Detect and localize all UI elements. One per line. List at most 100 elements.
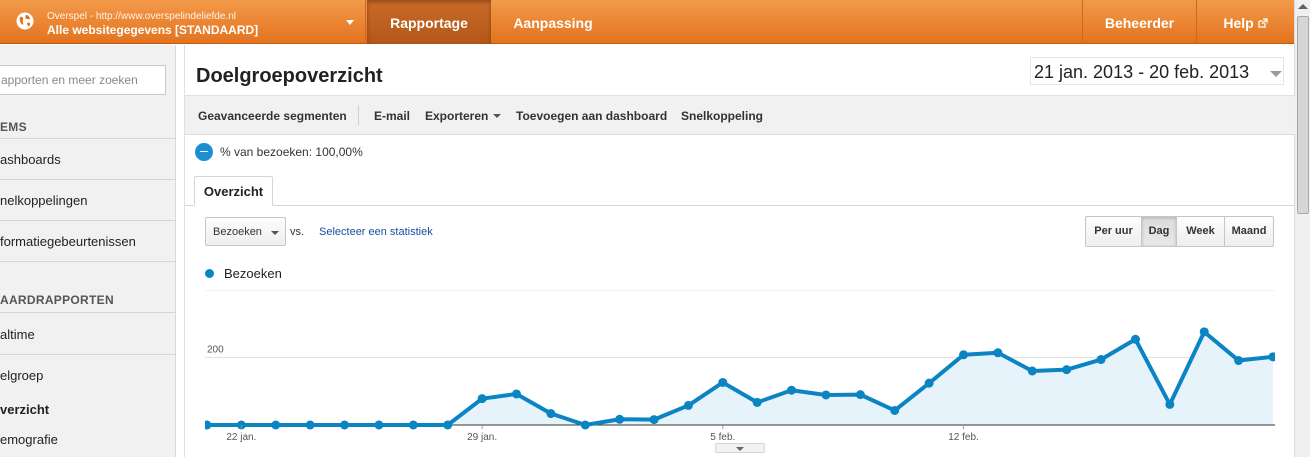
pie-icon (195, 143, 213, 161)
divider (0, 179, 175, 180)
sidebar-item-shortcuts[interactable]: nelkoppelingen (0, 193, 88, 208)
help-label: Help (1223, 15, 1254, 31)
sidebar-section-header: AARDRAPPORTEN (0, 293, 114, 307)
granularity-toggle: Per uur Dag Week Maand (1085, 216, 1274, 247)
data-point (443, 420, 453, 430)
data-point (959, 350, 969, 360)
sidebar: EMS ashboards nelkoppelingen formatiegeb… (0, 45, 176, 457)
series-line (207, 329, 1274, 427)
metric-select-value: Bezoeken (213, 226, 262, 238)
chevron-down-icon (1270, 71, 1282, 77)
chevron-down-icon (346, 20, 354, 25)
sidebar-item-demographics[interactable]: emografie (0, 432, 58, 447)
x-tick-label: 29 jan. (467, 432, 497, 443)
export-label: Exporteren (425, 109, 489, 123)
data-point (787, 385, 797, 395)
sidebar-item-dashboards[interactable]: ashboards (0, 152, 61, 167)
granularity-hour-button[interactable]: Per uur (1086, 217, 1141, 246)
divider (358, 105, 359, 125)
data-point (683, 400, 693, 410)
sidebar-item-realtime[interactable]: altime (0, 327, 35, 342)
sidebar-section-header: EMS (0, 120, 27, 134)
date-range-picker[interactable]: 21 jan. 2013 - 20 feb. 2013 (1030, 57, 1284, 85)
data-point (1234, 356, 1244, 366)
select-metric-link[interactable]: Selecteer een statistiek (319, 226, 433, 238)
data-point (1268, 352, 1275, 362)
external-link-icon (1258, 18, 1268, 28)
data-point (615, 414, 625, 424)
scrollbar-thumb[interactable] (1297, 16, 1309, 214)
legend-marker (205, 269, 214, 278)
data-point (855, 390, 865, 400)
data-point (477, 394, 487, 404)
nav-tab-beheerder[interactable]: Beheerder (1082, 0, 1196, 44)
data-point (1027, 366, 1037, 376)
globe-icon (16, 12, 34, 30)
shortcut-button[interactable]: Snelkoppeling (681, 109, 764, 123)
window-scrollbar[interactable] (1294, 0, 1310, 457)
chart-canvas: 20040022 jan.29 jan.5 feb.12 feb. (205, 290, 1275, 443)
report-toolbar: Geavanceerde segmenten E-mail Exporteren… (185, 95, 1295, 135)
page-title: Doelgroepoverzicht (196, 65, 383, 87)
metric-select[interactable]: Bezoeken (205, 217, 286, 246)
vs-label: vs. (290, 226, 305, 238)
data-point (752, 397, 762, 407)
nav-tab-aanpassing[interactable]: Aanpassing (513, 15, 593, 31)
scroll-up-arrow-icon[interactable] (1298, 4, 1308, 9)
data-point (890, 405, 900, 415)
data-point (993, 348, 1003, 358)
top-navigation-bar: Overspel - http://www.overspelindeliefde… (0, 0, 1294, 44)
advanced-segments-button[interactable]: Geavanceerde segmenten (198, 109, 347, 123)
data-point (205, 420, 212, 430)
data-point (511, 389, 521, 399)
granularity-week-button[interactable]: Week (1176, 217, 1224, 246)
email-button[interactable]: E-mail (374, 109, 411, 123)
divider (0, 312, 175, 313)
divider (185, 205, 1295, 206)
date-range-text: 21 jan. 2013 - 20 feb. 2013 (1034, 62, 1250, 82)
data-point (1062, 365, 1072, 375)
divider (0, 220, 175, 221)
series-area (207, 331, 1273, 425)
sidebar-search[interactable] (0, 65, 166, 95)
export-button[interactable]: Exporteren (425, 109, 502, 123)
add-to-dashboard-button[interactable]: Toevoegen aan dashboard (516, 109, 668, 123)
legend-label: Bezoeken (224, 266, 282, 281)
chevron-down-icon (271, 231, 279, 235)
data-point (340, 420, 350, 430)
data-point (271, 420, 281, 430)
data-point (1096, 355, 1106, 365)
x-tick-label: 12 feb. (948, 432, 979, 443)
data-point (1165, 399, 1175, 409)
divider (0, 354, 175, 355)
sidebar-item-intelligence-events[interactable]: formatiegebeurtenissen (0, 234, 136, 249)
chevron-down-icon (493, 114, 502, 118)
divider (0, 138, 175, 139)
data-point (374, 420, 384, 430)
x-tick-label: 22 jan. (226, 432, 256, 443)
help-button[interactable]: Help (1196, 0, 1294, 44)
account-url: Overspel - http://www.overspelindeliefde… (47, 11, 236, 22)
granularity-month-button[interactable]: Maand (1224, 217, 1273, 246)
segment-label: % van bezoeken: 100,00% (220, 145, 363, 159)
sidebar-item-overview[interactable]: verzicht (0, 402, 50, 417)
data-point (1199, 327, 1209, 337)
data-point (649, 415, 659, 425)
data-point (1130, 334, 1140, 344)
data-point (305, 420, 315, 430)
data-point (924, 378, 934, 388)
x-tick-label: 5 feb. (710, 432, 735, 443)
sidebar-item-audience[interactable]: elgroep (0, 368, 44, 383)
nav-tab-rapportage[interactable]: Rapportage (367, 0, 491, 44)
account-selector[interactable]: Overspel - http://www.overspelindeliefde… (0, 0, 366, 44)
search-input[interactable] (0, 66, 165, 94)
tab-overview[interactable]: Overzicht (194, 176, 273, 206)
chart-expand-handle[interactable] (715, 443, 765, 453)
data-point (580, 420, 590, 430)
divider (0, 261, 175, 262)
account-profile-name: Alle websitegegevens [STANDAARD] (47, 23, 259, 37)
data-point (546, 409, 556, 419)
main-content: Doelgroepoverzicht 21 jan. 2013 - 20 feb… (184, 45, 1295, 457)
granularity-day-button[interactable]: Dag (1141, 217, 1176, 246)
y-tick-label: 200 (207, 345, 224, 356)
